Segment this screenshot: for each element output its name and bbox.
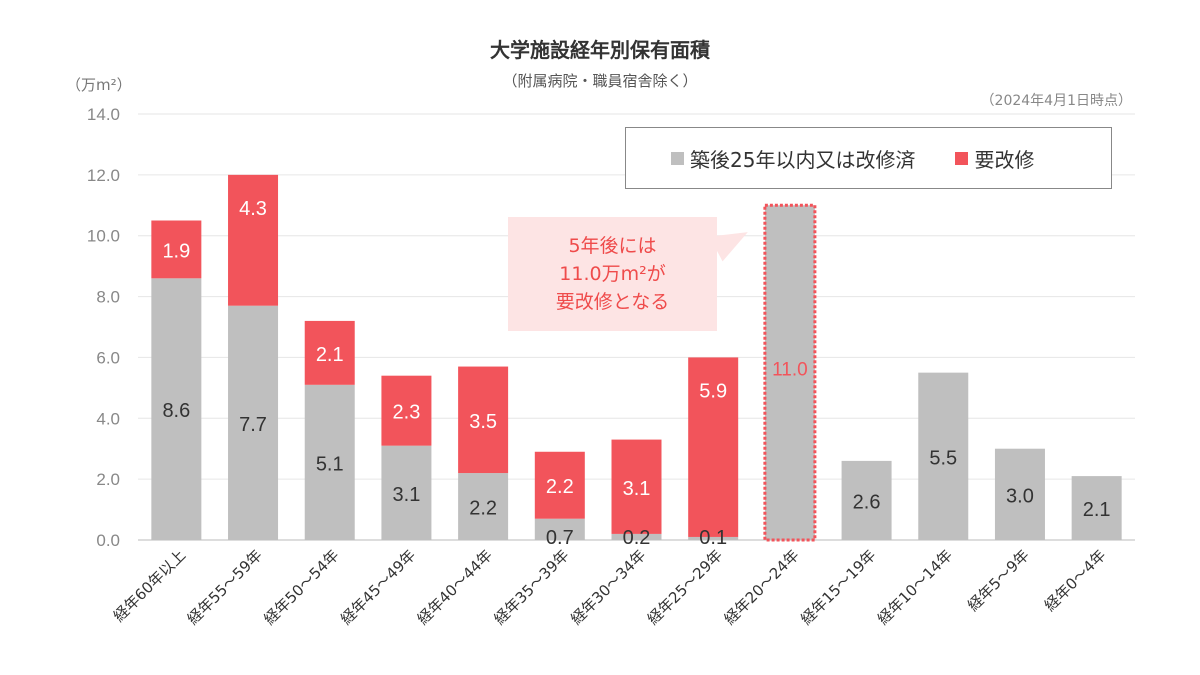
bar-red (381, 375, 432, 446)
x-tick-label: 経年50～54年 (260, 546, 342, 628)
bar-red (151, 220, 202, 279)
data-label-gray: 11.0 (772, 360, 808, 381)
callout-annotation: 5年後には 11.0万m²が 要改修となる (508, 217, 717, 331)
data-label-red: 1.9 (162, 240, 190, 262)
data-label-gray: 7.7 (239, 414, 267, 436)
callout-line-2: 11.0万m²が (559, 263, 666, 285)
y-tick-label: 14.0 (87, 105, 120, 124)
bar-gray (304, 384, 355, 540)
bar-red (304, 320, 355, 385)
data-label-gray: 5.5 (929, 447, 957, 469)
y-axis-unit: （万m²） (66, 76, 132, 94)
legend-item-red: 要改修 (955, 144, 1034, 173)
data-label-gray: 0.2 (623, 527, 651, 549)
data-label-gray: 3.1 (393, 484, 421, 506)
bar-gray (841, 460, 892, 540)
y-tick-label: 4.0 (96, 409, 120, 428)
bar-gray (918, 372, 969, 540)
data-label-gray: 3.0 (1006, 485, 1034, 507)
data-label-red: 2.1 (316, 344, 344, 366)
x-tick-label: 経年5～9年 (964, 546, 1033, 615)
y-tick-label: 2.0 (96, 470, 120, 489)
bar-red (458, 366, 509, 474)
bar-red (534, 451, 585, 519)
data-label-red: 2.2 (546, 476, 574, 498)
x-tick-label: 経年55～59年 (184, 546, 266, 628)
y-tick-label: 8.0 (96, 288, 120, 307)
bar-gray (228, 305, 279, 540)
x-tick-label: 経年0～4年 (1041, 546, 1110, 615)
x-tick-label: 経年30～34年 (567, 546, 649, 628)
bar-red (228, 174, 279, 306)
y-tick-label: 0.0 (96, 531, 120, 550)
bar-gray (688, 536, 739, 540)
data-label-red: 2.3 (393, 402, 421, 424)
legend-label-gray: 築後25年以内又は改修済 (690, 147, 916, 172)
data-label-gray: 8.6 (162, 400, 190, 422)
x-tick-label: 経年15～19年 (797, 546, 879, 628)
callout-line-1: 5年後には (568, 235, 657, 257)
data-label-red: 4.3 (239, 198, 267, 220)
bar-gray (764, 205, 815, 541)
bar-gray (458, 473, 509, 540)
data-label-gray: 2.2 (469, 498, 497, 520)
legend-swatch-red (955, 151, 969, 165)
chart-title: 大学施設経年別保有面積 (490, 38, 710, 62)
as-of-date: （2024年4月1日時点） (980, 93, 1132, 109)
x-tick-label: 経年20～24年 (721, 546, 803, 628)
data-label-gray: 2.1 (1083, 499, 1111, 521)
data-label-gray: 2.6 (853, 491, 881, 513)
data-label-gray: 0.7 (546, 527, 574, 549)
bar-gray (611, 533, 662, 540)
y-tick-label: 6.0 (96, 348, 120, 367)
callout-line-3: 要改修となる (555, 291, 670, 313)
x-tick-label: 経年25～29年 (644, 546, 726, 628)
y-tick-label: 12.0 (87, 166, 120, 185)
chart-subtitle: （附属病院・職員宿舎除く） (502, 72, 698, 90)
bar-red (688, 357, 739, 537)
bar-gray (534, 518, 585, 540)
legend-swatch-gray (671, 151, 684, 165)
bar-gray (994, 448, 1045, 540)
x-tick-label: 経年35～39年 (490, 546, 572, 628)
y-tick-label: 10.0 (87, 227, 120, 246)
bar-gray (1071, 476, 1122, 540)
highlight-border (763, 203, 817, 542)
bar-gray (151, 278, 202, 540)
data-label-red: 5.9 (699, 380, 727, 402)
bar-red (611, 439, 662, 534)
legend: 築後25年以内又は改修済 要改修 (625, 127, 1112, 189)
legend-item-gray: 築後25年以内又は改修済 (671, 144, 915, 173)
x-tick-label: 経年10～14年 (874, 546, 956, 628)
x-tick-label: 経年45～49年 (337, 546, 419, 628)
data-label-red: 3.1 (623, 478, 651, 500)
x-tick-label: 経年60年以上 (110, 546, 189, 625)
data-label-red: 3.5 (469, 411, 497, 433)
data-label-gray: 0.1 (699, 527, 727, 549)
data-label-gray: 5.1 (316, 453, 344, 475)
legend-label-red: 要改修 (974, 147, 1035, 172)
x-tick-label: 経年40～44年 (414, 546, 496, 628)
bar-gray (381, 445, 432, 540)
